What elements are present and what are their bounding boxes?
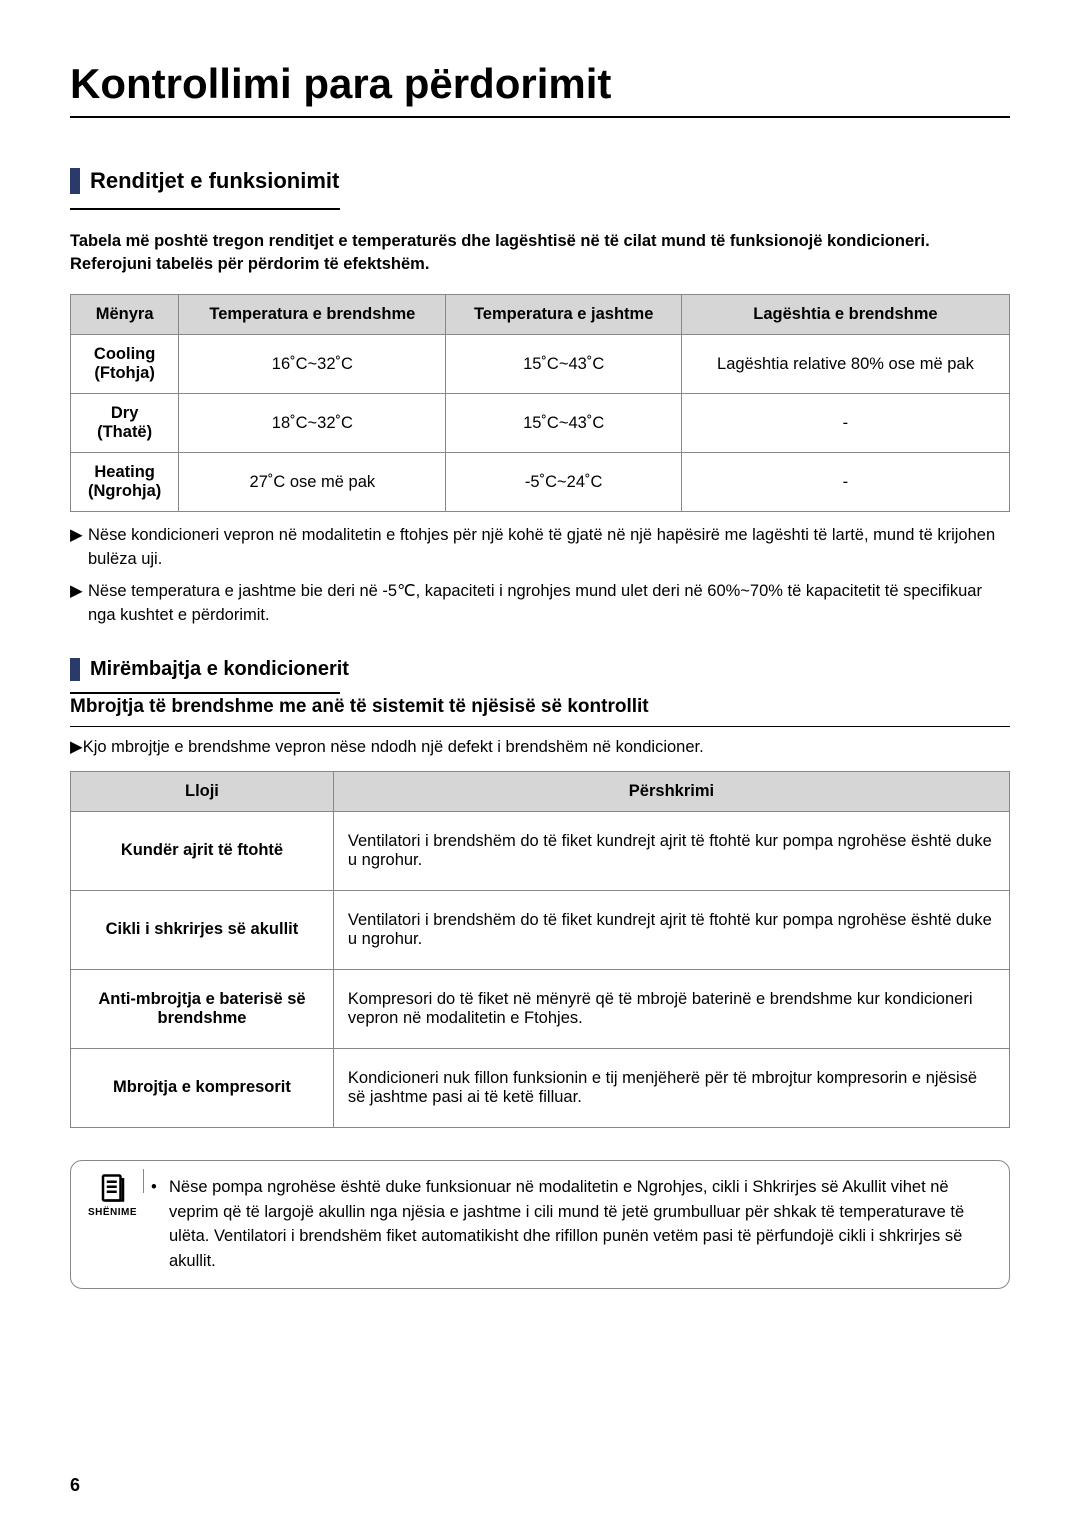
triangle-icon: ▶ xyxy=(70,738,83,756)
note-box: SHËNIME • Nëse pompa ngrohëse është duke… xyxy=(70,1160,1010,1289)
th-humidity: Lagështia e brendshme xyxy=(681,295,1009,335)
page-number: 6 xyxy=(70,1475,80,1496)
section1-intro: Tabela më poshtë tregon renditjet e temp… xyxy=(70,230,1010,276)
mode-cell: Cooling (Ftohja) xyxy=(71,335,179,394)
mode-en: Dry xyxy=(79,404,170,423)
indoor-temp: 18˚C~32˚C xyxy=(179,394,446,453)
triangle-icon: ▶ xyxy=(70,580,88,628)
table-row: Kundër ajrit të ftohtë Ventilatori i bre… xyxy=(71,811,1010,890)
note-text: Nëse pompa ngrohëse është duke funksionu… xyxy=(169,1175,993,1274)
humidity: - xyxy=(681,394,1009,453)
protection-table: Lloji Përshkrimi Kundër ajrit të ftohtë … xyxy=(70,771,1010,1128)
type-cell: Mbrojtja e kompresorit xyxy=(71,1048,334,1127)
desc-cell: Ventilatori i brendshëm do të fiket kund… xyxy=(333,890,1009,969)
note-separator xyxy=(143,1169,144,1193)
desc-cell: Kondicioneri nuk fillon funksionin e tij… xyxy=(333,1048,1009,1127)
humidity: - xyxy=(681,453,1009,512)
th-type: Lloji xyxy=(71,771,334,811)
section2-intro-bullet: ▶Kjo mbrojtje e brendshme vepron nëse nd… xyxy=(70,737,1010,757)
mode-cell: Heating (Ngrohja) xyxy=(71,453,179,512)
th-outdoor-temp: Temperatura e jashtme xyxy=(446,295,681,335)
mode-en: Cooling xyxy=(79,345,170,364)
th-desc: Përshkrimi xyxy=(333,771,1009,811)
bullet-item: ▶ Nëse temperatura e jashtme bie deri në… xyxy=(70,580,1010,628)
bullet-text: Kjo mbrojtje e brendshme vepron nëse ndo… xyxy=(83,738,704,756)
table-row: Heating (Ngrohja) 27˚C ose më pak -5˚C~2… xyxy=(71,453,1010,512)
indoor-temp: 16˚C~32˚C xyxy=(179,335,446,394)
desc-cell: Ventilatori i brendshëm do të fiket kund… xyxy=(333,811,1009,890)
mode-cell: Dry (Thatë) xyxy=(71,394,179,453)
bullet-text: Nëse kondicioneri vepron në modalitetin … xyxy=(88,524,1010,572)
table-row: Anti-mbrojtja e baterisë së brendshme Ko… xyxy=(71,969,1010,1048)
operating-ranges-table: Mënyra Temperatura e brendshme Temperatu… xyxy=(70,294,1010,512)
th-indoor-temp: Temperatura e brendshme xyxy=(179,295,446,335)
page-title: Kontrollimi para përdorimit xyxy=(70,60,1010,118)
heading-underline xyxy=(70,692,340,694)
table-row: Cikli i shkrirjes së akullit Ventilatori… xyxy=(71,890,1010,969)
outdoor-temp: 15˚C~43˚C xyxy=(446,394,681,453)
divider xyxy=(70,726,1010,727)
humidity: Lagështia relative 80% ose më pak xyxy=(681,335,1009,394)
type-cell: Anti-mbrojtja e baterisë së brendshme xyxy=(71,969,334,1048)
outdoor-temp: -5˚C~24˚C xyxy=(446,453,681,512)
triangle-icon: ▶ xyxy=(70,524,88,572)
indoor-temp: 27˚C ose më pak xyxy=(179,453,446,512)
note-label: SHËNIME xyxy=(85,1205,140,1220)
mode-en: Heating xyxy=(79,463,170,482)
section1-heading: Renditjet e funksionimit xyxy=(70,168,339,194)
th-mode: Mënyra xyxy=(71,295,179,335)
outdoor-temp: 15˚C~43˚C xyxy=(446,335,681,394)
bullet-item: ▶ Nëse kondicioneri vepron në modaliteti… xyxy=(70,524,1010,572)
section2-subheading: Mbrojtja të brendshme me anë të sistemit… xyxy=(70,696,1010,718)
table-row: Dry (Thatë) 18˚C~32˚C 15˚C~43˚C - xyxy=(71,394,1010,453)
table-row: Cooling (Ftohja) 16˚C~32˚C 15˚C~43˚C Lag… xyxy=(71,335,1010,394)
section2-heading: Mirëmbajtja e kondicionerit xyxy=(70,658,1010,681)
mode-loc: (Ftohja) xyxy=(79,364,170,383)
table-row: Mbrojtja e kompresorit Kondicioneri nuk … xyxy=(71,1048,1010,1127)
type-cell: Kundër ajrit të ftohtë xyxy=(71,811,334,890)
desc-cell: Kompresori do të fiket në mënyrë që të m… xyxy=(333,969,1009,1048)
note-icon: SHËNIME xyxy=(85,1173,140,1220)
mode-loc: (Ngrohja) xyxy=(79,482,170,501)
section1-bullets: ▶ Nëse kondicioneri vepron në modaliteti… xyxy=(70,524,1010,628)
bullet-icon: • xyxy=(151,1175,169,1274)
type-cell: Cikli i shkrirjes së akullit xyxy=(71,890,334,969)
heading-underline xyxy=(70,208,340,210)
bullet-text: Nëse temperatura e jashtme bie deri në -… xyxy=(88,580,1010,628)
mode-loc: (Thatë) xyxy=(79,423,170,442)
